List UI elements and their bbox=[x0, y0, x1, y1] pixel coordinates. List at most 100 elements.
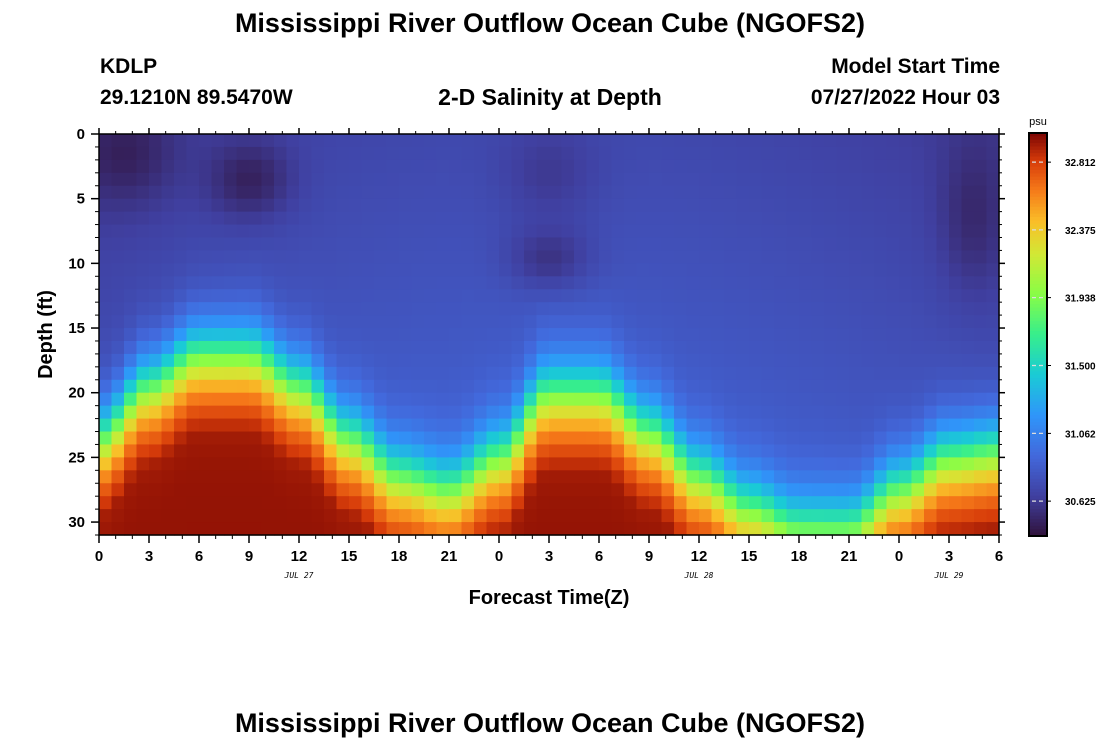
heatmap-cell bbox=[411, 418, 425, 433]
heatmap-cell bbox=[436, 418, 450, 433]
heatmap-cell bbox=[174, 211, 188, 226]
heatmap-cell bbox=[786, 418, 800, 433]
heatmap-cell bbox=[749, 172, 763, 187]
heatmap-cell bbox=[949, 457, 963, 471]
heatmap-cell bbox=[661, 134, 675, 148]
colorbar-segment bbox=[1029, 441, 1047, 446]
heatmap-cell bbox=[736, 146, 750, 161]
heatmap-cell bbox=[986, 302, 1000, 316]
heatmap-cell bbox=[236, 353, 250, 368]
heatmap-cell bbox=[211, 302, 225, 316]
heatmap-cell bbox=[236, 509, 250, 523]
heatmap-cell bbox=[274, 509, 288, 523]
heatmap-cell bbox=[274, 237, 288, 252]
heatmap-cell bbox=[974, 496, 988, 510]
heatmap-cell bbox=[349, 146, 363, 161]
heatmap-cell bbox=[324, 418, 338, 433]
heatmap-cell bbox=[136, 237, 150, 252]
heatmap-cell bbox=[636, 366, 650, 381]
heatmap-cell bbox=[599, 159, 613, 174]
heatmap-cell bbox=[699, 379, 713, 394]
heatmap-cell bbox=[136, 353, 150, 368]
heatmap-cell bbox=[761, 353, 775, 368]
heatmap-cell bbox=[711, 159, 725, 174]
heatmap-cell bbox=[986, 444, 1000, 458]
heatmap-cell bbox=[749, 146, 763, 161]
heatmap-cell bbox=[574, 353, 588, 368]
heatmap-cell bbox=[211, 444, 225, 458]
heatmap-cell bbox=[649, 289, 663, 303]
heatmap-cell bbox=[486, 224, 500, 239]
heatmap-cell bbox=[936, 353, 950, 368]
heatmap-cell bbox=[461, 185, 475, 200]
heatmap-cell bbox=[461, 224, 475, 239]
x-tick-label: 3 bbox=[545, 548, 553, 565]
heatmap-cell bbox=[486, 470, 500, 484]
heatmap-cell bbox=[174, 457, 188, 471]
heatmap-cell bbox=[549, 328, 563, 342]
heatmap-cell bbox=[986, 263, 1000, 277]
heatmap-cell bbox=[849, 431, 863, 446]
heatmap-cell bbox=[274, 172, 288, 187]
heatmap-cell bbox=[336, 444, 350, 458]
heatmap-cell bbox=[824, 366, 838, 381]
heatmap-cell bbox=[161, 457, 175, 471]
heatmap-cell bbox=[236, 444, 250, 458]
heatmap-cell bbox=[286, 146, 300, 161]
heatmap-cell bbox=[924, 470, 938, 484]
heatmap-cell bbox=[274, 470, 288, 484]
heatmap-cell bbox=[774, 250, 788, 264]
heatmap-cell bbox=[211, 159, 225, 174]
heatmap-cell bbox=[911, 470, 925, 484]
heatmap-cell bbox=[736, 444, 750, 458]
heatmap-cell bbox=[949, 159, 963, 174]
heatmap-cell bbox=[474, 146, 488, 161]
heatmap-cell bbox=[186, 522, 200, 536]
heatmap-cell bbox=[586, 289, 600, 303]
heatmap-cell bbox=[974, 263, 988, 277]
heatmap-cell bbox=[524, 522, 538, 536]
heatmap-cell bbox=[749, 211, 763, 226]
heatmap-cell bbox=[524, 470, 538, 484]
heatmap-cell bbox=[711, 224, 725, 239]
heatmap-cell bbox=[686, 392, 700, 407]
x-tick-label: 18 bbox=[391, 548, 408, 565]
x-tick-label: 6 bbox=[195, 548, 203, 565]
heatmap-cell bbox=[936, 211, 950, 226]
heatmap-cell bbox=[711, 172, 725, 187]
heatmap-cell bbox=[761, 146, 775, 161]
heatmap-cell bbox=[149, 509, 163, 523]
heatmap-cell bbox=[749, 366, 763, 381]
heatmap-cell bbox=[274, 250, 288, 264]
heatmap-cell bbox=[711, 509, 725, 523]
heatmap-cell bbox=[736, 405, 750, 420]
heatmap-cell bbox=[424, 522, 438, 536]
heatmap-cell bbox=[274, 328, 288, 342]
heatmap-cell bbox=[249, 522, 263, 536]
heatmap-cell bbox=[524, 211, 538, 226]
heatmap-cell bbox=[99, 353, 113, 368]
heatmap-cell bbox=[124, 198, 138, 213]
heatmap-cell bbox=[911, 224, 925, 239]
heatmap-cell bbox=[386, 185, 400, 200]
heatmap-cell bbox=[386, 340, 400, 355]
heatmap-cell bbox=[561, 315, 575, 329]
heatmap-cell bbox=[986, 289, 1000, 303]
heatmap-cell bbox=[811, 289, 825, 303]
heatmap-cell bbox=[374, 496, 388, 510]
heatmap-cell bbox=[824, 418, 838, 433]
heatmap-cell bbox=[936, 483, 950, 497]
heatmap-cell bbox=[474, 353, 488, 368]
heatmap-cell bbox=[486, 509, 500, 523]
heatmap-cell bbox=[636, 457, 650, 471]
heatmap-cell bbox=[724, 172, 738, 187]
heatmap-cell bbox=[899, 379, 913, 394]
heatmap-cell bbox=[524, 185, 538, 200]
heatmap-cell bbox=[324, 198, 338, 213]
heatmap-cell bbox=[961, 211, 975, 226]
heatmap-cell bbox=[874, 509, 888, 523]
colorbar-segment bbox=[1029, 428, 1047, 433]
heatmap-cell bbox=[99, 418, 113, 433]
heatmap-cell bbox=[836, 328, 850, 342]
heatmap-cell bbox=[711, 405, 725, 420]
